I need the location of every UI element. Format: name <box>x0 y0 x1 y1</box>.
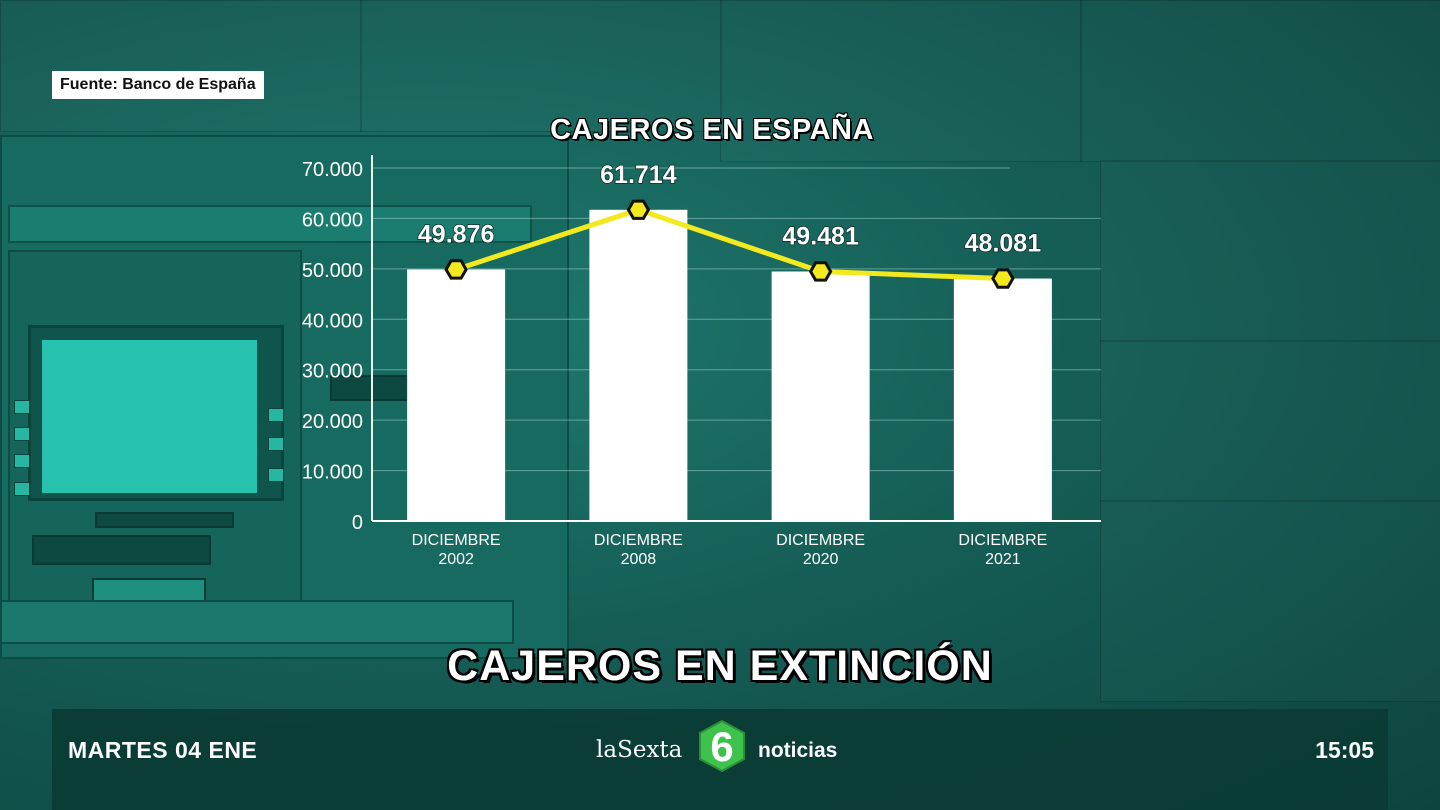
bar <box>589 209 688 522</box>
atm-key <box>14 400 30 414</box>
channel-brand: laSexta 6 noticias <box>594 715 914 777</box>
y-tick-label: 20.000 <box>302 411 363 433</box>
bar <box>407 269 506 521</box>
background-wall-block <box>1080 0 1440 162</box>
series-line <box>455 207 1003 282</box>
data-label: 48.081 <box>965 230 1042 258</box>
atm-cash-slot <box>32 535 211 565</box>
atm-top-panel <box>8 205 532 243</box>
brand-name: laSexta <box>596 737 683 763</box>
x-tick-label: 2021 <box>985 551 1021 568</box>
ticker-time: 15:05 <box>1315 737 1374 763</box>
atm-key <box>14 454 30 468</box>
y-tick-label: 10.000 <box>302 462 363 484</box>
ticker-bar: MARTES 04 ENE laSexta 6 noticias 15:05 <box>52 709 1388 810</box>
data-point-marker <box>444 259 468 280</box>
background-wall-block <box>1100 340 1440 502</box>
x-tick-label: 2008 <box>621 551 657 568</box>
data-label: 61.714 <box>600 161 677 189</box>
bar <box>771 271 870 521</box>
y-tick-label: 0 <box>352 512 363 534</box>
atm-card-slot <box>330 375 409 401</box>
atm-key <box>14 427 30 441</box>
logo-digit: 6 <box>710 723 733 770</box>
atm-screen <box>42 340 257 493</box>
x-tick-label: DICIEMBRE <box>776 532 865 549</box>
background-wall-block <box>0 0 362 132</box>
background-wall-block <box>720 0 1082 162</box>
chart-title: CAJEROS EN ESPAÑA <box>550 114 874 146</box>
lasexta-logo-icon: 6 <box>699 719 745 773</box>
atm-key <box>14 482 30 496</box>
x-tick-label: DICIEMBRE <box>958 532 1047 549</box>
x-tick-label: DICIEMBRE <box>594 532 683 549</box>
atm-key <box>268 437 284 451</box>
atm-receipt-slot <box>95 512 234 528</box>
brand-section: noticias <box>758 739 838 762</box>
background-wall-block <box>360 0 722 132</box>
data-label: 49.481 <box>782 222 859 250</box>
atm-key <box>268 408 284 422</box>
source-label: Fuente: Banco de España <box>52 71 264 99</box>
y-tick-label: 30.000 <box>302 361 363 383</box>
atm-key <box>268 468 284 482</box>
x-tick-label: 2002 <box>438 551 474 568</box>
data-point-marker <box>991 268 1015 289</box>
data-label: 49.876 <box>418 220 494 248</box>
x-tick-label: DICIEMBRE <box>412 532 501 549</box>
ticker-date: MARTES 04 ENE <box>68 737 258 763</box>
y-tick-label: 60.000 <box>302 209 363 231</box>
background-wall-block <box>1100 160 1440 342</box>
data-point-marker <box>808 261 833 282</box>
headline: CAJEROS EN EXTINCIÓN <box>447 642 993 690</box>
background-wall-block <box>1100 500 1440 702</box>
y-tick-label: 70.000 <box>302 159 363 181</box>
atm-base <box>0 600 514 644</box>
bar <box>953 278 1052 521</box>
y-tick-label: 50.000 <box>302 260 363 282</box>
y-tick-label: 40.000 <box>302 310 363 332</box>
x-tick-label: 2020 <box>803 551 839 568</box>
data-point-marker <box>626 199 651 220</box>
